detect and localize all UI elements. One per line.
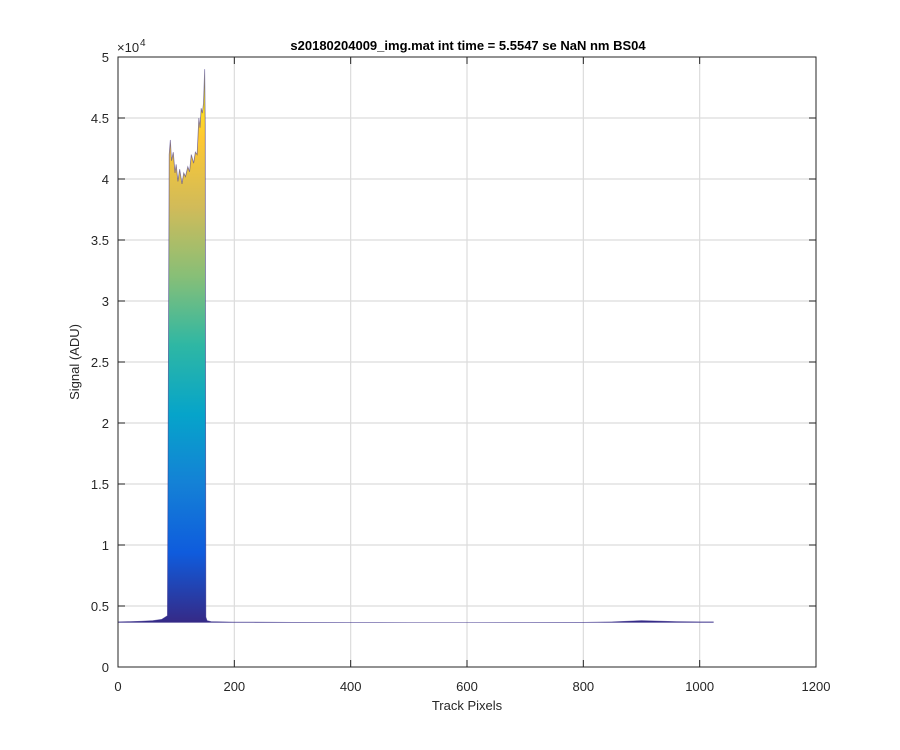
series-area <box>118 69 714 623</box>
series-group <box>117 69 714 623</box>
series-line <box>117 69 714 623</box>
x-axis-title: Track Pixels <box>432 698 503 713</box>
y-tick-label: 1 <box>102 538 109 553</box>
x-tick-label: 400 <box>340 679 362 694</box>
y-axis-exponent-power: 4 <box>140 38 146 49</box>
x-tick-label: 1200 <box>802 679 831 694</box>
x-axis-ticks: 0 200 400 600 800 1000 1200 <box>114 57 830 694</box>
y-tick-label: 3 <box>102 294 109 309</box>
x-tick-label: 600 <box>456 679 478 694</box>
x-tick-label: 0 <box>114 679 121 694</box>
x-tick-label: 1000 <box>685 679 714 694</box>
y-axis-title: Signal (ADU) <box>67 324 82 400</box>
chart-title: s20180204009_img.mat int time = 5.5547 s… <box>290 38 646 53</box>
y-tick-label: 3.5 <box>91 233 109 248</box>
y-tick-label: 2 <box>102 416 109 431</box>
y-axis-exponent-base: ×10 <box>117 40 139 55</box>
x-tick-label: 800 <box>572 679 594 694</box>
x-tick-label: 200 <box>223 679 245 694</box>
y-tick-label: 0.5 <box>91 599 109 614</box>
y-tick-label: 2.5 <box>91 355 109 370</box>
y-axis-ticks: 0 0.5 1 1.5 2 2.5 3 3.5 4 4.5 5 <box>91 50 816 675</box>
y-tick-label: 0 <box>102 660 109 675</box>
y-tick-label: 5 <box>102 50 109 65</box>
y-tick-label: 4.5 <box>91 111 109 126</box>
y-tick-label: 1.5 <box>91 477 109 492</box>
y-tick-label: 4 <box>102 172 109 187</box>
grid <box>118 57 816 667</box>
